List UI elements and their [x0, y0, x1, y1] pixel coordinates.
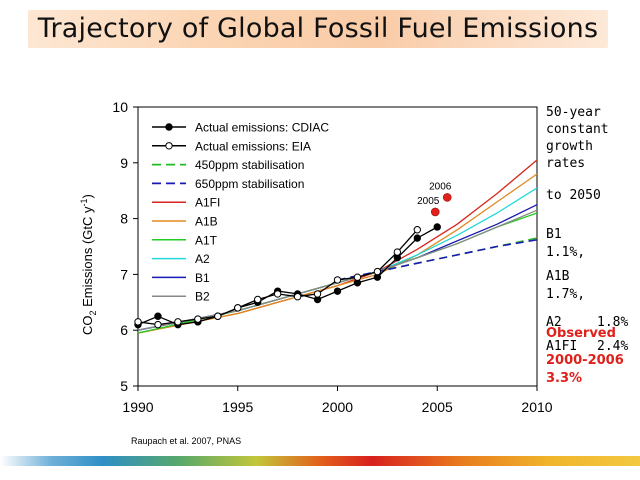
data-point-actual-emissions-eia — [234, 304, 242, 312]
data-point-actual-emissions-eia — [214, 312, 222, 320]
series-line-b2 — [137, 209, 538, 331]
y-tick-label: 9 — [120, 155, 128, 171]
rate-a2-value: 1.8% — [597, 315, 629, 330]
y-tick-label: 10 — [112, 99, 128, 115]
data-point-actual-emissions-eia — [373, 267, 382, 276]
x-tick-label: 1995 — [222, 399, 253, 415]
rate-a1fi-label: A1FI — [546, 339, 578, 354]
title-banner: Trajectory of Global Fossil Fuel Emissio… — [28, 10, 608, 48]
rate-a1b-label: A1B — [546, 269, 570, 284]
x-tick-label: 1990 — [122, 399, 153, 415]
legend-marker-actual-emissions-eia — [165, 142, 173, 150]
legend-label-450ppm-stabilisation: 450ppm stabilisation — [195, 158, 304, 172]
side-heading-line: growth — [546, 139, 593, 154]
legend-label-actual-emissions-eia: Actual emissions: EIA — [195, 139, 311, 153]
legend-label-650ppm-stabilisation: 650ppm stabilisation — [195, 177, 304, 191]
side-heading: 50-year constant growth rates — [546, 104, 609, 172]
highlight-point-label: 2006 — [429, 181, 452, 192]
data-point-actual-emissions-eia — [393, 248, 402, 256]
observed-label: Observed — [546, 326, 616, 341]
data-point-actual-emissions-eia — [333, 276, 342, 284]
observed-value: 3.3% — [546, 371, 583, 386]
data-point-actual-emissions-eia — [413, 226, 421, 234]
side-heading-line: 50-year — [546, 105, 601, 120]
legend-label-a2: A2 — [195, 252, 210, 266]
legend-label-a1t: A1T — [195, 233, 218, 247]
rate-a2-label: A2 — [546, 315, 562, 330]
observed-period: 2000-2006 — [546, 353, 624, 368]
side-heading-line: rates — [546, 156, 586, 171]
page-title: Trajectory of Global Fossil Fuel Emissio… — [37, 13, 599, 44]
data-point-actual-emissions-eia — [273, 290, 282, 298]
y-tick-label: 7 — [120, 266, 128, 282]
y-tick-label: 8 — [120, 211, 128, 227]
y-tick-label: 6 — [120, 322, 128, 338]
source-citation: Raupach et al. 2007, PNAS — [131, 436, 242, 446]
data-point-actual-emissions-eia — [134, 318, 142, 326]
legend-label-b1: B1 — [195, 271, 210, 285]
side-to-year: to 2050 — [546, 188, 601, 203]
rate-a1b-value: 1.7%, — [546, 287, 586, 302]
series-line-actual-emissions-cdiac — [137, 226, 438, 326]
data-point-actual-emissions-eia — [353, 273, 362, 281]
data-point-actual-emissions-cdiac — [413, 234, 421, 242]
y-axis-label: CO2 Emissions (GtC y-1) — [79, 194, 98, 335]
y-tick-label: 5 — [120, 378, 128, 394]
legend-label-a1fi: A1FI — [195, 196, 220, 210]
data-point-actual-emissions-eia — [313, 290, 322, 298]
side-heading-line: constant — [546, 122, 609, 137]
data-point-actual-emissions-eia — [254, 295, 262, 304]
legend-label-actual-emissions-cdiac: Actual emissions: CDIAC — [195, 121, 329, 135]
highlight-point-label: 2005 — [417, 196, 440, 207]
data-point-actual-emissions-eia — [174, 318, 182, 326]
highlight-point — [430, 207, 440, 217]
rate-b1-label: B1 — [546, 227, 562, 242]
data-point-actual-emissions-cdiac — [433, 223, 441, 231]
x-tick-label: 2000 — [322, 399, 353, 415]
rate-a1fi-value: 2.4% — [597, 339, 629, 354]
legend-label-b2: B2 — [195, 290, 210, 304]
decorative-color-bar — [0, 456, 640, 466]
legend-label-a1b: A1B — [195, 215, 218, 229]
data-point-actual-emissions-cdiac — [154, 312, 162, 320]
data-point-actual-emissions-eia — [293, 293, 302, 301]
legend-marker-actual-emissions-cdiac — [165, 123, 173, 131]
rate-b1-value: 1.1%, — [546, 245, 586, 260]
x-tick-label: 2005 — [422, 399, 453, 415]
data-point-actual-emissions-cdiac — [333, 287, 342, 295]
data-point-actual-emissions-eia — [154, 320, 162, 329]
x-tick-label: 2010 — [521, 399, 552, 415]
highlight-point — [442, 193, 452, 202]
data-point-actual-emissions-eia — [194, 315, 202, 323]
